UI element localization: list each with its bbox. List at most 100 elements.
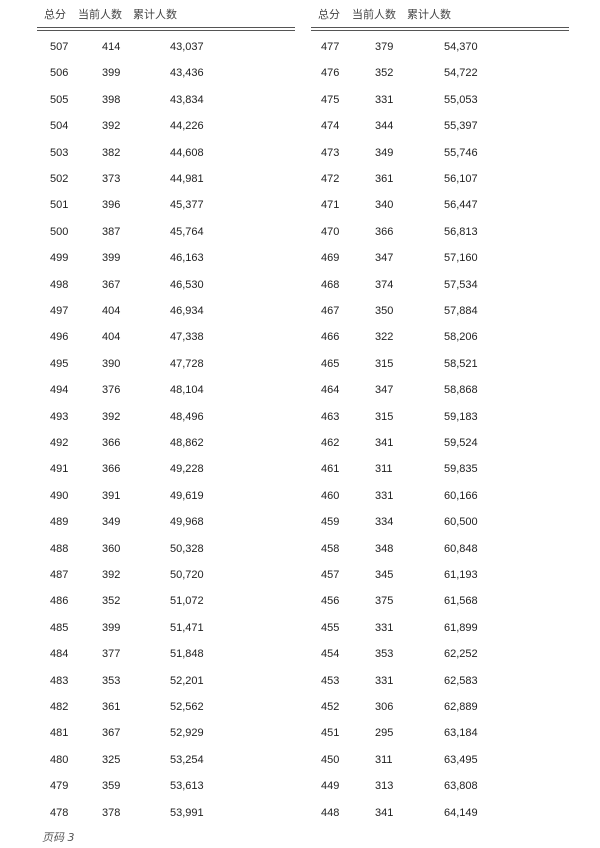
cell-current-count: 399 [102,621,121,634]
cell-total-score: 474 [321,120,340,133]
cell-total-score: 483 [50,674,69,687]
cell-total-score: 470 [321,225,340,238]
cell-total-score: 497 [50,305,69,317]
cell-current-count: 353 [375,648,394,661]
cell-total-score: 472 [321,173,340,185]
cell-current-count: 334 [375,516,394,529]
cell-current-count: 341 [375,437,394,449]
cell-cumulative-count: 60,500 [444,516,478,529]
cell-cumulative-count: 57,884 [444,305,478,317]
cell-total-score: 468 [321,278,340,291]
cell-cumulative-count: 63,808 [444,780,478,793]
cell-cumulative-count: 43,834 [170,93,204,106]
cell-current-count: 361 [102,701,121,713]
cell-current-count: 347 [375,252,394,265]
cell-current-count: 398 [102,93,121,106]
cell-current-count: 367 [102,727,121,740]
cell-current-count: 392 [102,410,121,423]
cell-total-score: 486 [50,595,69,608]
cell-current-count: 404 [102,305,121,317]
cell-current-count: 341 [375,806,394,819]
cell-current-count: 378 [102,806,121,819]
cell-current-count: 347 [375,384,394,397]
cell-current-count: 366 [375,225,394,238]
cell-current-count: 313 [375,780,394,793]
cell-current-count: 344 [375,120,394,133]
cell-total-score: 496 [50,331,69,344]
cell-current-count: 349 [375,146,394,159]
cell-current-count: 392 [102,569,121,581]
cell-total-score: 457 [321,569,340,581]
cell-cumulative-count: 60,166 [444,489,478,502]
cell-current-count: 379 [375,41,394,53]
cell-cumulative-count: 48,862 [170,437,204,449]
cell-current-count: 390 [102,357,121,370]
cell-total-score: 463 [321,410,340,423]
cell-total-score: 493 [50,410,69,423]
cell-total-score: 505 [50,93,69,106]
cell-current-count: 331 [375,93,394,106]
cell-current-count: 331 [375,621,394,634]
cell-cumulative-count: 58,206 [444,331,478,344]
cell-cumulative-count: 54,722 [444,67,478,80]
cell-total-score: 490 [50,489,69,502]
cell-total-score: 501 [50,199,69,212]
cell-cumulative-count: 46,934 [170,305,204,317]
cell-cumulative-count: 52,201 [170,674,204,687]
cell-total-score: 477 [321,41,340,53]
cell-cumulative-count: 53,613 [170,780,204,793]
cell-total-score: 491 [50,463,69,476]
cell-cumulative-count: 46,163 [170,252,204,265]
cell-total-score: 456 [321,595,340,608]
cell-total-score: 452 [321,701,340,713]
cell-total-score: 488 [50,542,69,555]
cell-cumulative-count: 59,835 [444,463,478,476]
cell-current-count: 392 [102,120,121,133]
cell-total-score: 466 [321,331,340,344]
cell-total-score: 480 [50,753,69,766]
cell-cumulative-count: 44,981 [170,173,204,185]
cell-current-count: 353 [102,674,121,687]
cell-current-count: 295 [375,727,394,740]
cell-total-score: 458 [321,542,340,555]
cell-cumulative-count: 56,107 [444,173,478,185]
cell-current-count: 352 [102,595,121,608]
cell-cumulative-count: 50,328 [170,542,204,555]
cell-cumulative-count: 58,521 [444,357,478,370]
cell-cumulative-count: 52,929 [170,727,204,740]
cell-total-score: 475 [321,93,340,106]
cell-total-score: 502 [50,173,69,185]
cell-cumulative-count: 45,764 [170,225,204,238]
cell-total-score: 504 [50,120,69,133]
cell-current-count: 322 [375,331,394,344]
cell-current-count: 350 [375,305,394,317]
cell-current-count: 331 [375,489,394,502]
cell-cumulative-count: 55,397 [444,120,478,133]
cell-total-score: 471 [321,199,340,212]
cell-cumulative-count: 49,228 [170,463,204,476]
cell-current-count: 352 [375,67,394,80]
cell-current-count: 366 [102,437,121,449]
cell-cumulative-count: 43,436 [170,67,204,80]
header-divider [311,27,569,31]
cell-total-score: 495 [50,357,69,370]
cell-cumulative-count: 51,471 [170,621,204,634]
cell-total-score: 467 [321,305,340,317]
cell-total-score: 478 [50,806,69,819]
header-current-count: 当前人数 [78,8,122,21]
header-total-score: 总分 [318,8,340,21]
cell-total-score: 485 [50,621,69,634]
cell-current-count: 377 [102,648,121,661]
cell-total-score: 448 [321,806,340,819]
cell-current-count: 375 [375,595,394,608]
cell-total-score: 460 [321,489,340,502]
cell-total-score: 500 [50,225,69,238]
cell-cumulative-count: 48,104 [170,384,204,397]
cell-cumulative-count: 47,338 [170,331,204,344]
cell-cumulative-count: 47,728 [170,357,204,370]
cell-current-count: 391 [102,489,121,502]
cell-current-count: 399 [102,67,121,80]
cell-total-score: 451 [321,727,340,740]
cell-total-score: 481 [50,727,69,740]
cell-total-score: 487 [50,569,69,581]
